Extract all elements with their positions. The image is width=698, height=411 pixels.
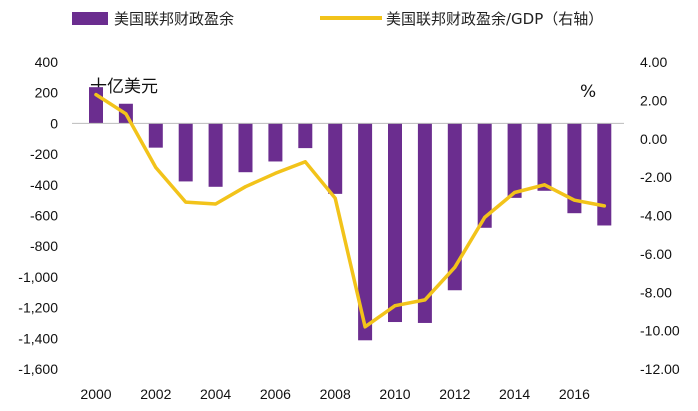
left-axis-tick-label: -1,200 xyxy=(18,300,58,316)
bar-2012 xyxy=(447,123,462,291)
bar-2007 xyxy=(298,123,313,149)
right-axis-tick-label: 4.00 xyxy=(640,54,667,70)
line-point-2009 xyxy=(363,325,367,329)
left-axis-tick-label: -1,400 xyxy=(18,330,58,346)
gdp-ratio-line xyxy=(94,92,607,329)
left-axis-unit-label: 十亿美元 xyxy=(90,77,158,97)
x-axis-tick-label: 2008 xyxy=(320,386,351,402)
left-axis-tick-label: -1,000 xyxy=(18,269,58,285)
right-axis-tick-label: 0.00 xyxy=(640,131,667,147)
line-series xyxy=(94,92,607,329)
bar-2011 xyxy=(417,123,432,323)
line-point-2011 xyxy=(423,298,427,302)
right-axis-tick-label: -10.00 xyxy=(640,323,680,339)
line-point-2017 xyxy=(602,204,606,208)
left-axis-tick-label: -400 xyxy=(30,177,58,193)
x-axis: 2000 2002 2004 2006 2008 2010 2012 2014 2016 xyxy=(80,386,590,402)
bar-2004 xyxy=(208,123,223,187)
line-point-2002 xyxy=(154,166,158,170)
legend: 美国联邦财政盈余 美国联邦财政盈余/GDP（右轴） xyxy=(72,10,603,28)
bar-2005 xyxy=(238,123,253,173)
x-axis-tick-label: 2000 xyxy=(80,386,111,402)
left-axis-tick-label: -200 xyxy=(30,146,58,162)
right-axis-unit-label: % xyxy=(580,82,596,102)
right-axis-tick-label: -8.00 xyxy=(640,284,672,300)
bar-2014 xyxy=(507,123,522,198)
line-point-2013 xyxy=(483,215,487,219)
line-point-2000 xyxy=(94,93,98,97)
x-axis-tick-label: 2006 xyxy=(260,386,291,402)
bar-2009 xyxy=(358,123,373,341)
bar-2016 xyxy=(567,123,582,214)
line-point-2008 xyxy=(333,196,337,200)
x-axis-tick-label: 2010 xyxy=(379,386,410,402)
legend-bar-label: 美国联邦财政盈余 xyxy=(114,10,234,28)
right-axis: 4.00 2.00 0.00 -2.00 -4.00 -6.00 -8.00 -10.00 -1… xyxy=(640,54,680,377)
line-point-2001 xyxy=(124,112,128,116)
left-axis-tick-label: 400 xyxy=(35,54,59,70)
left-axis-tick-label: -600 xyxy=(30,208,58,224)
line-point-2012 xyxy=(453,265,457,269)
line-point-2014 xyxy=(513,190,517,194)
bar-2017 xyxy=(597,123,612,226)
line-point-2007 xyxy=(303,160,307,164)
right-axis-tick-label: -6.00 xyxy=(640,246,672,262)
bar-series xyxy=(89,87,612,341)
bar-2013 xyxy=(477,123,492,228)
right-axis-tick-label: -2.00 xyxy=(640,169,672,185)
x-axis-tick-label: 2016 xyxy=(559,386,590,402)
bar-2008 xyxy=(328,123,343,194)
bar-2003 xyxy=(178,123,193,182)
line-point-2005 xyxy=(244,185,247,189)
bar-2015 xyxy=(537,123,552,191)
right-axis-tick-label: -12.00 xyxy=(640,361,680,377)
left-axis-tick-label: -1,600 xyxy=(18,361,58,377)
left-axis-tick-label: 200 xyxy=(35,85,59,101)
x-axis-tick-label: 2012 xyxy=(439,386,470,402)
left-axis-tick-label: 0 xyxy=(50,115,58,131)
left-axis-tick-label: -800 xyxy=(30,238,58,254)
x-axis-tick-label: 2002 xyxy=(140,386,171,402)
line-point-2010 xyxy=(393,304,397,308)
bar-2002 xyxy=(148,123,163,148)
line-point-2016 xyxy=(572,198,576,202)
legend-bar-swatch xyxy=(72,12,108,25)
right-axis-tick-label: 2.00 xyxy=(640,92,667,108)
line-point-2015 xyxy=(543,183,546,187)
bar-2000 xyxy=(89,87,103,124)
bar-2010 xyxy=(388,123,402,323)
line-point-2004 xyxy=(214,202,218,206)
line-point-2006 xyxy=(273,171,277,175)
right-axis-tick-label: -4.00 xyxy=(640,208,672,224)
x-axis-tick-label: 2014 xyxy=(499,386,530,402)
line-point-2003 xyxy=(184,200,188,204)
left-axis: 400 200 0 -200 -400 -600 -800 -1,000 -1,200 -1,40… xyxy=(18,54,58,377)
bar-2006 xyxy=(268,123,283,162)
x-axis-tick-label: 2004 xyxy=(200,386,231,402)
legend-line-label: 美国联邦财政盈余/GDP（右轴） xyxy=(386,10,603,28)
